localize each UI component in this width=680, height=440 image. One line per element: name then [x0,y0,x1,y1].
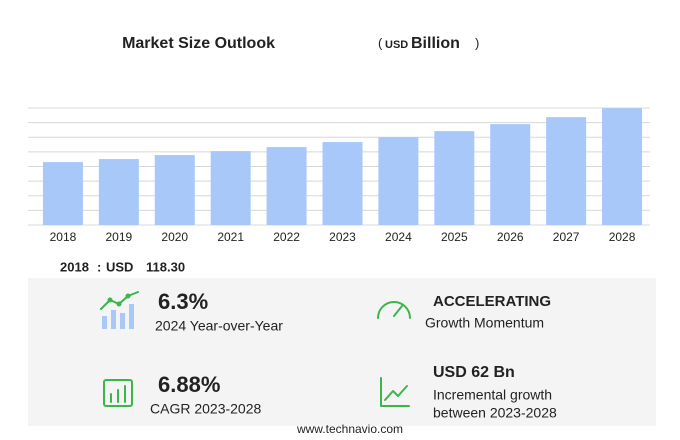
bar [98,159,139,225]
bar [322,142,363,225]
kpi-value: ACCELERATING [433,293,551,310]
icon-growth [380,377,410,407]
base-currency: USD [106,259,133,274]
base-year: 2018 [60,259,89,274]
kpi-value: 6.88% [158,372,220,397]
bar [378,137,419,225]
kpi-label: between 2023-2028 [433,405,557,421]
bar [42,162,83,225]
kpi-label: Incremental growth [433,387,552,403]
bar [210,151,251,225]
base-sep: : [97,259,101,274]
x-tick-label: 2022 [273,230,300,244]
bars [42,108,643,225]
bar [602,108,643,225]
kpi-label: Growth Momentum [425,315,544,331]
x-tick-label: 2018 [50,230,77,244]
unit-close: ) [475,35,479,50]
unit-prefix: USD [385,39,408,51]
x-tick-label: 2019 [106,230,133,244]
unit: Billion [411,35,460,52]
chart-title: Market Size Outlook [122,35,275,52]
base-value: 118.30 [146,259,185,274]
icon-gauge [377,301,411,319]
x-tick-label: 2021 [217,230,244,244]
bar [546,117,587,225]
bar [266,147,307,225]
x-tick-label: 2025 [441,230,468,244]
kpi-value: USD 62 Bn [433,364,515,381]
kpi-label: 2024 Year-over-Year [155,318,283,334]
unit-open: ( [378,35,383,50]
x-tick-label: 2023 [329,230,356,244]
icon-cagr [103,379,133,407]
x-tick-label: 2027 [553,230,580,244]
footer: www.technavio.com [296,422,403,436]
bar [434,131,475,225]
x-tick-label: 2028 [609,230,636,244]
bar [154,155,195,225]
icon-yoy [100,291,139,329]
kpi-value: 6.3% [158,289,208,314]
x-tick-label: 2020 [161,230,188,244]
bar [490,124,531,225]
x-tick-label: 2026 [497,230,524,244]
x-tick-label: 2024 [385,230,412,244]
kpi-label: CAGR 2023-2028 [150,401,262,417]
